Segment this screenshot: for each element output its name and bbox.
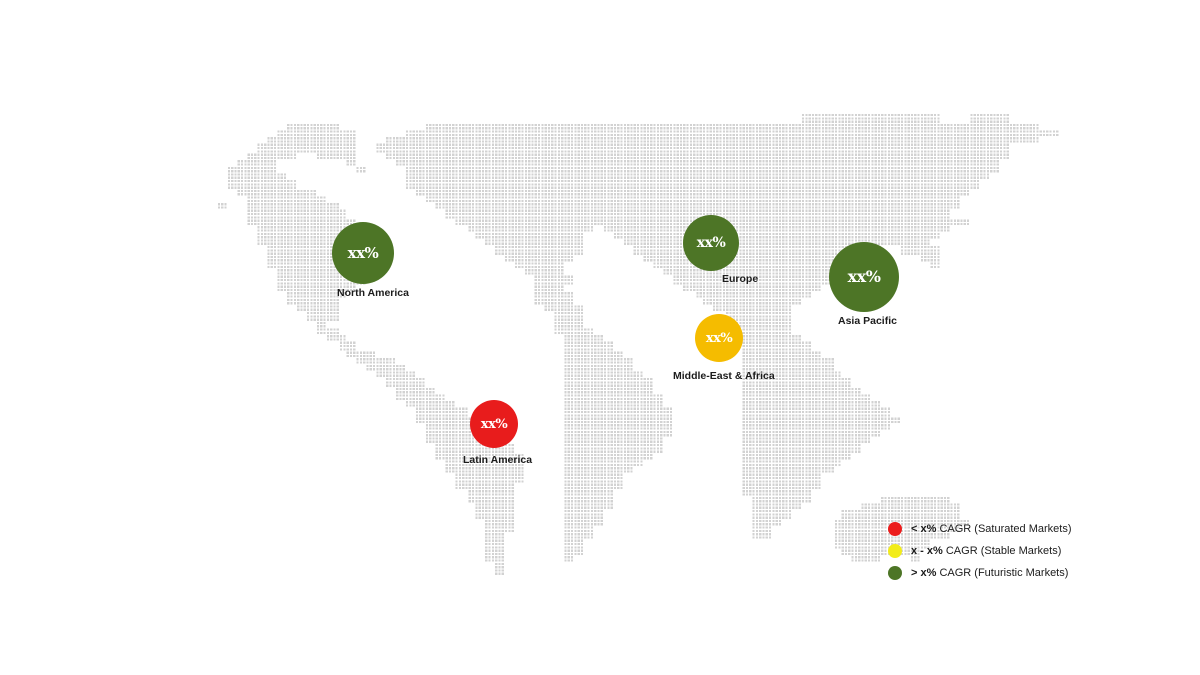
region-value-asia-pacific: xx% bbox=[847, 267, 881, 286]
legend-threshold-saturated: < x% bbox=[911, 522, 937, 535]
legend-description-saturated: CAGR (Saturated Markets) bbox=[936, 522, 1072, 535]
legend-threshold-futuristic: > x% bbox=[911, 566, 937, 579]
region-label-north-america: North America bbox=[337, 287, 409, 299]
region-label-middle-east-africa: Middle-East & Africa bbox=[673, 370, 775, 382]
region-label-latin-america: Latin America bbox=[463, 454, 533, 466]
legend-swatch-stable-icon bbox=[888, 544, 902, 558]
legend-swatch-futuristic-icon bbox=[888, 566, 902, 580]
legend-description-stable: CAGR (Stable Markets) bbox=[942, 544, 1062, 557]
region-bubble-latin-america[interactable]: xx% bbox=[470, 400, 518, 448]
legend-label-futuristic: > x% CAGR (Futuristic Markets) bbox=[911, 566, 1069, 579]
legend-label-saturated: < x% CAGR (Saturated Markets) bbox=[911, 522, 1072, 535]
region-value-middle-east-africa: xx% bbox=[705, 330, 733, 346]
region-bubble-north-america[interactable]: xx% bbox=[332, 222, 394, 284]
region-label-asia-pacific: Asia Pacific bbox=[838, 315, 897, 327]
legend: < x% CAGR (Saturated Markets) x - x% CAGR… bbox=[888, 518, 1071, 584]
region-value-north-america: xx% bbox=[347, 243, 379, 262]
legend-item-saturated[interactable]: < x% CAGR (Saturated Markets) bbox=[888, 518, 1071, 540]
legend-threshold-stable: x - x% bbox=[911, 544, 943, 557]
legend-description-futuristic: CAGR (Futuristic Markets) bbox=[936, 566, 1069, 579]
region-bubble-middle-east-africa[interactable]: xx% bbox=[695, 314, 743, 362]
region-value-europe: xx% bbox=[696, 235, 726, 251]
legend-item-stable[interactable]: x - x% CAGR (Stable Markets) bbox=[888, 540, 1071, 562]
region-bubble-asia-pacific[interactable]: xx% bbox=[829, 242, 899, 312]
region-bubble-europe[interactable]: xx% bbox=[683, 215, 739, 271]
legend-item-futuristic[interactable]: > x% CAGR (Futuristic Markets) bbox=[888, 562, 1071, 584]
region-label-europe: Europe bbox=[722, 273, 759, 285]
region-value-latin-america: xx% bbox=[480, 416, 508, 432]
legend-swatch-saturated-icon bbox=[888, 522, 902, 536]
legend-label-stable: x - x% CAGR (Stable Markets) bbox=[911, 544, 1062, 557]
